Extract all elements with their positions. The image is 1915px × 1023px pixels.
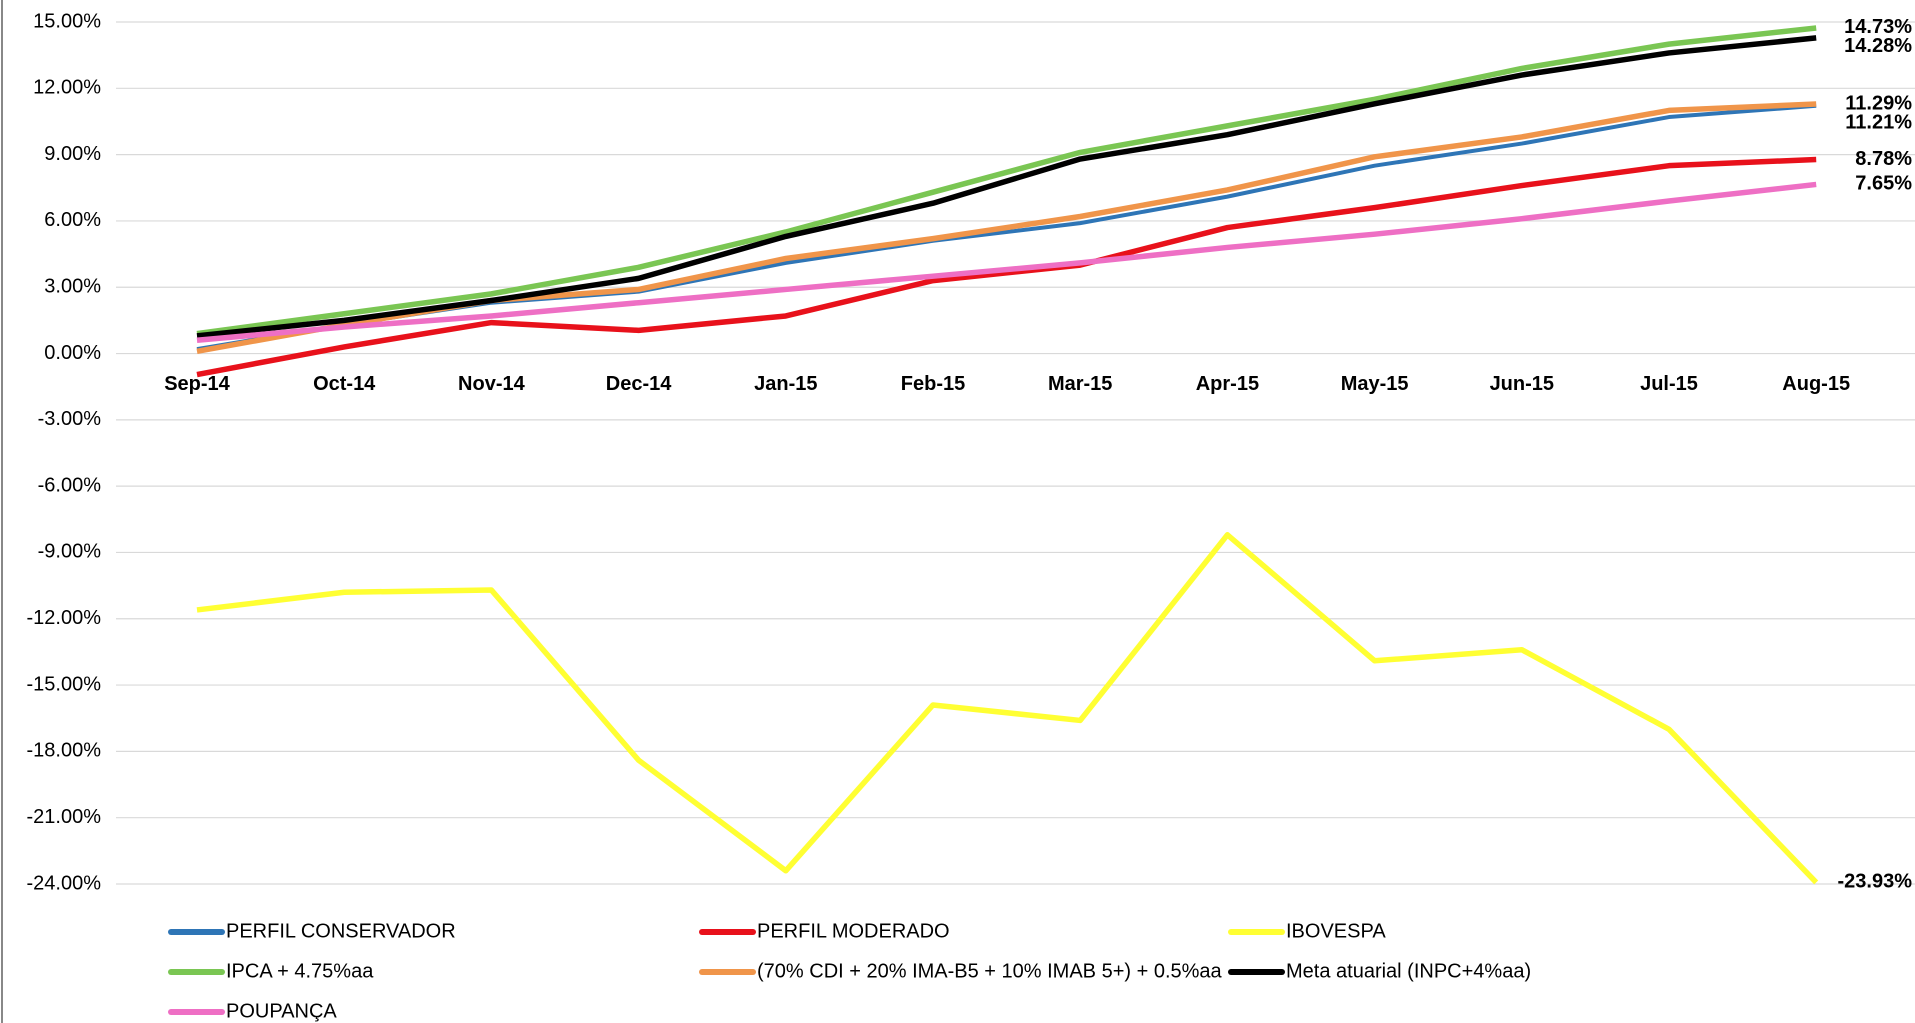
x-tick-label: Dec-14 (606, 373, 672, 395)
x-tick-label: Jul-15 (1640, 373, 1698, 395)
series-line (196, 25, 1817, 337)
legend-label: (70% CDI + 20% IMA-B5 + 10% IMAB 5+) + 0… (757, 960, 1223, 982)
legend-label: Meta atuarial (INPC+4%aa) (1286, 960, 1531, 982)
series-line (196, 532, 1819, 885)
y-tick-label: 12.00% (33, 77, 101, 99)
y-tick-label: -18.00% (27, 740, 102, 762)
data-label: 11.29% (1845, 92, 1912, 114)
series-line (196, 101, 1817, 355)
data-label: 8.78% (1855, 148, 1912, 170)
x-tick-label: Feb-15 (901, 373, 965, 395)
y-tick-label: -24.00% (27, 872, 102, 894)
data-label: -23.93% (1838, 871, 1913, 893)
y-tick-label: -9.00% (38, 541, 102, 563)
y-tick-label: -12.00% (27, 607, 102, 629)
y-tick-label: 6.00% (44, 209, 101, 231)
series-line (196, 181, 1817, 344)
y-tick-label: 3.00% (44, 276, 101, 298)
x-tick-label: Oct-14 (313, 373, 376, 395)
x-tick-label: Mar-15 (1048, 373, 1112, 395)
legend-label: IPCA + 4.75%aa (226, 960, 374, 982)
y-tick-label: 15.00% (33, 10, 101, 32)
legend-label: IBOVESPA (1286, 920, 1386, 942)
y-tick-label: -15.00% (27, 673, 102, 695)
y-tick-label: -21.00% (27, 806, 102, 828)
data-label: 14.28% (1844, 35, 1912, 57)
x-tick-label: Nov-14 (458, 373, 526, 395)
y-tick-label: -6.00% (38, 474, 102, 496)
series-line (196, 35, 1817, 339)
x-tick-label: Aug-15 (1782, 373, 1850, 395)
legend-label: PERFIL CONSERVADOR (226, 920, 456, 942)
x-tick-label: Sep-14 (164, 373, 230, 395)
data-label: 7.65% (1855, 173, 1912, 195)
y-tick-label: -3.00% (38, 408, 102, 430)
y-tick-label: 9.00% (44, 143, 101, 165)
x-tick-label: Apr-15 (1196, 373, 1259, 395)
x-tick-label: Jun-15 (1490, 373, 1554, 395)
y-tick-label: 0.00% (44, 342, 101, 364)
data-label: 14.73% (1844, 16, 1912, 38)
series-line (196, 156, 1817, 378)
x-tick-label: May-15 (1341, 373, 1409, 395)
x-tick-label: Jan-15 (754, 373, 817, 395)
legend-label: PERFIL MODERADO (757, 920, 950, 942)
data-label: 11.21% (1845, 111, 1912, 133)
legend-label: POUPANÇA (226, 1000, 337, 1022)
